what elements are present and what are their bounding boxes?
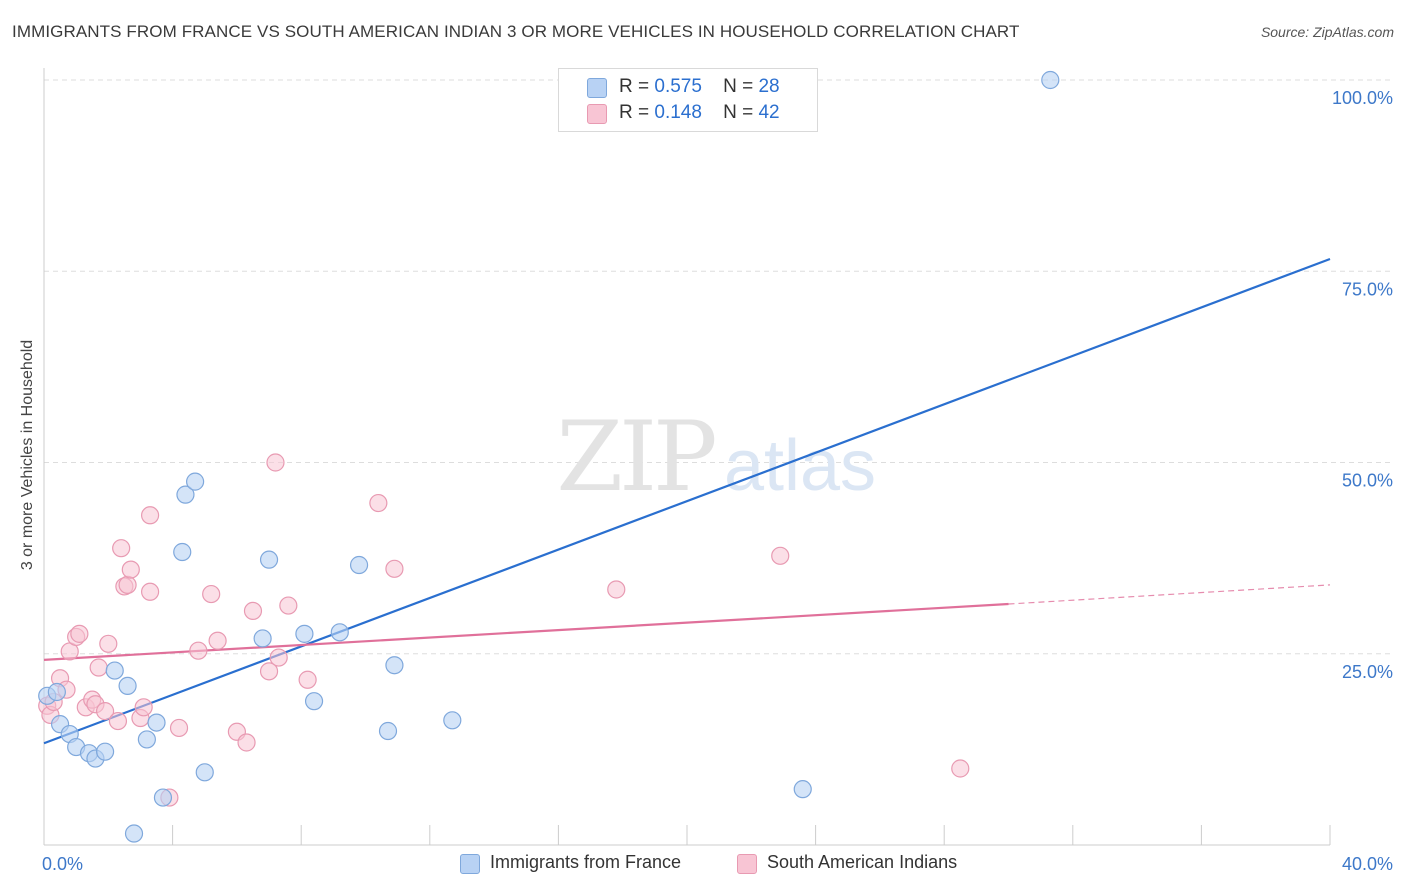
- legend-r-label: R =: [619, 76, 650, 97]
- data-point-sai: [121, 560, 140, 579]
- legend-n-value: 28: [758, 76, 780, 97]
- data-point-sai: [202, 584, 221, 604]
- data-point-france: [186, 472, 205, 491]
- source-credit: Source: ZipAtlas.com: [1260, 24, 1394, 40]
- trend-lines: [43, 257, 1331, 745]
- data-point-sai: [70, 624, 89, 643]
- data-point-sai: [118, 575, 137, 595]
- legend-n-value: 42: [758, 102, 780, 123]
- data-point-sai: [266, 453, 285, 472]
- legend-stats: R = 0.575 N = 28: [619, 76, 780, 98]
- data-point-france: [195, 763, 214, 782]
- y-tick-label: 50.0%: [1342, 471, 1393, 491]
- data-point-france: [173, 542, 192, 562]
- data-point-france: [304, 692, 324, 711]
- y-tick-label: 100.0%: [1332, 88, 1393, 108]
- chart-title: IMMIGRANTS FROM FRANCE VS SOUTH AMERICAN…: [12, 22, 1020, 41]
- data-point-france: [147, 713, 166, 732]
- data-point-sai: [259, 662, 279, 681]
- data-points: [38, 70, 1060, 843]
- series-swatch-blue: [460, 854, 480, 874]
- axes: [43, 68, 1331, 846]
- grid-lines: [44, 79, 1392, 655]
- data-point-sai: [169, 718, 189, 738]
- legend-n-label: N =: [723, 76, 754, 97]
- legend-n-label: N =: [723, 102, 754, 123]
- data-point-sai: [269, 648, 288, 667]
- data-point-france: [1041, 70, 1060, 90]
- y-tick-label: 25.0%: [1342, 662, 1393, 682]
- data-point-sai: [237, 733, 256, 752]
- series-legend: Immigrants from France South American In…: [0, 852, 1406, 876]
- legend-swatch-pink: [587, 104, 607, 124]
- data-point-france: [153, 788, 173, 807]
- data-point-france: [176, 485, 195, 504]
- x-tick-label: 40.0%: [1342, 854, 1393, 874]
- data-point-sai: [189, 641, 208, 660]
- stats-legend: R = 0.575 N = 28 R = 0.148 N = 42: [558, 68, 818, 132]
- data-point-france: [47, 682, 66, 702]
- legend-swatch-blue: [587, 78, 607, 98]
- data-point-sai: [279, 596, 298, 615]
- trend-line-sai-extension: [1008, 584, 1331, 605]
- data-point-sai: [89, 658, 108, 677]
- legend-r-value: 0.575: [654, 76, 702, 97]
- data-point-france: [105, 661, 124, 680]
- data-point-sai: [208, 631, 227, 650]
- legend-r-label: R =: [619, 102, 650, 123]
- legend-stats: R = 0.148 N = 42: [619, 102, 780, 124]
- y-axis-label: 3 or more Vehicles in Household: [19, 339, 36, 571]
- data-point-france: [378, 721, 398, 741]
- data-point-sai: [95, 702, 115, 721]
- trend-line-france: [43, 257, 1331, 745]
- data-point-france: [95, 742, 115, 761]
- y-tick-label: 75.0%: [1342, 279, 1393, 299]
- data-point-sai: [951, 759, 970, 778]
- legend-r-value: 0.148: [654, 102, 702, 123]
- trend-line-sai: [43, 602, 1009, 661]
- data-point-sai: [385, 559, 404, 578]
- data-point-sai: [99, 634, 118, 653]
- data-point-france: [385, 656, 404, 675]
- watermark: ZIP atlas: [556, 401, 876, 513]
- series-name: Immigrants from France: [490, 852, 682, 872]
- data-point-france: [137, 730, 156, 749]
- data-point-sai: [771, 546, 790, 565]
- data-point-sai: [298, 670, 317, 689]
- data-point-sai: [140, 506, 160, 525]
- data-point-france: [793, 780, 812, 799]
- data-point-france: [253, 629, 272, 648]
- data-point-france: [259, 550, 279, 569]
- data-point-sai: [112, 539, 131, 558]
- data-point-sai: [243, 601, 263, 621]
- data-point-sai: [134, 698, 153, 717]
- watermark-zip: ZIP: [556, 401, 715, 513]
- data-point-sai: [607, 580, 626, 599]
- data-point-france: [124, 824, 144, 843]
- tick-labels: 25.0% 50.0% 75.0% 100.0% 0.0% 40.0%: [42, 88, 1393, 874]
- data-point-france: [349, 555, 369, 575]
- data-point-france: [295, 624, 314, 643]
- series-swatch-pink: [737, 854, 757, 874]
- series-name: South American Indians: [767, 852, 958, 872]
- data-point-sai: [108, 711, 128, 731]
- x-tick-label: 0.0%: [42, 854, 83, 874]
- data-point-france: [443, 711, 462, 730]
- data-point-france: [118, 676, 137, 695]
- data-point-sai: [369, 493, 388, 513]
- data-point-france: [330, 623, 349, 642]
- data-point-sai: [140, 582, 160, 601]
